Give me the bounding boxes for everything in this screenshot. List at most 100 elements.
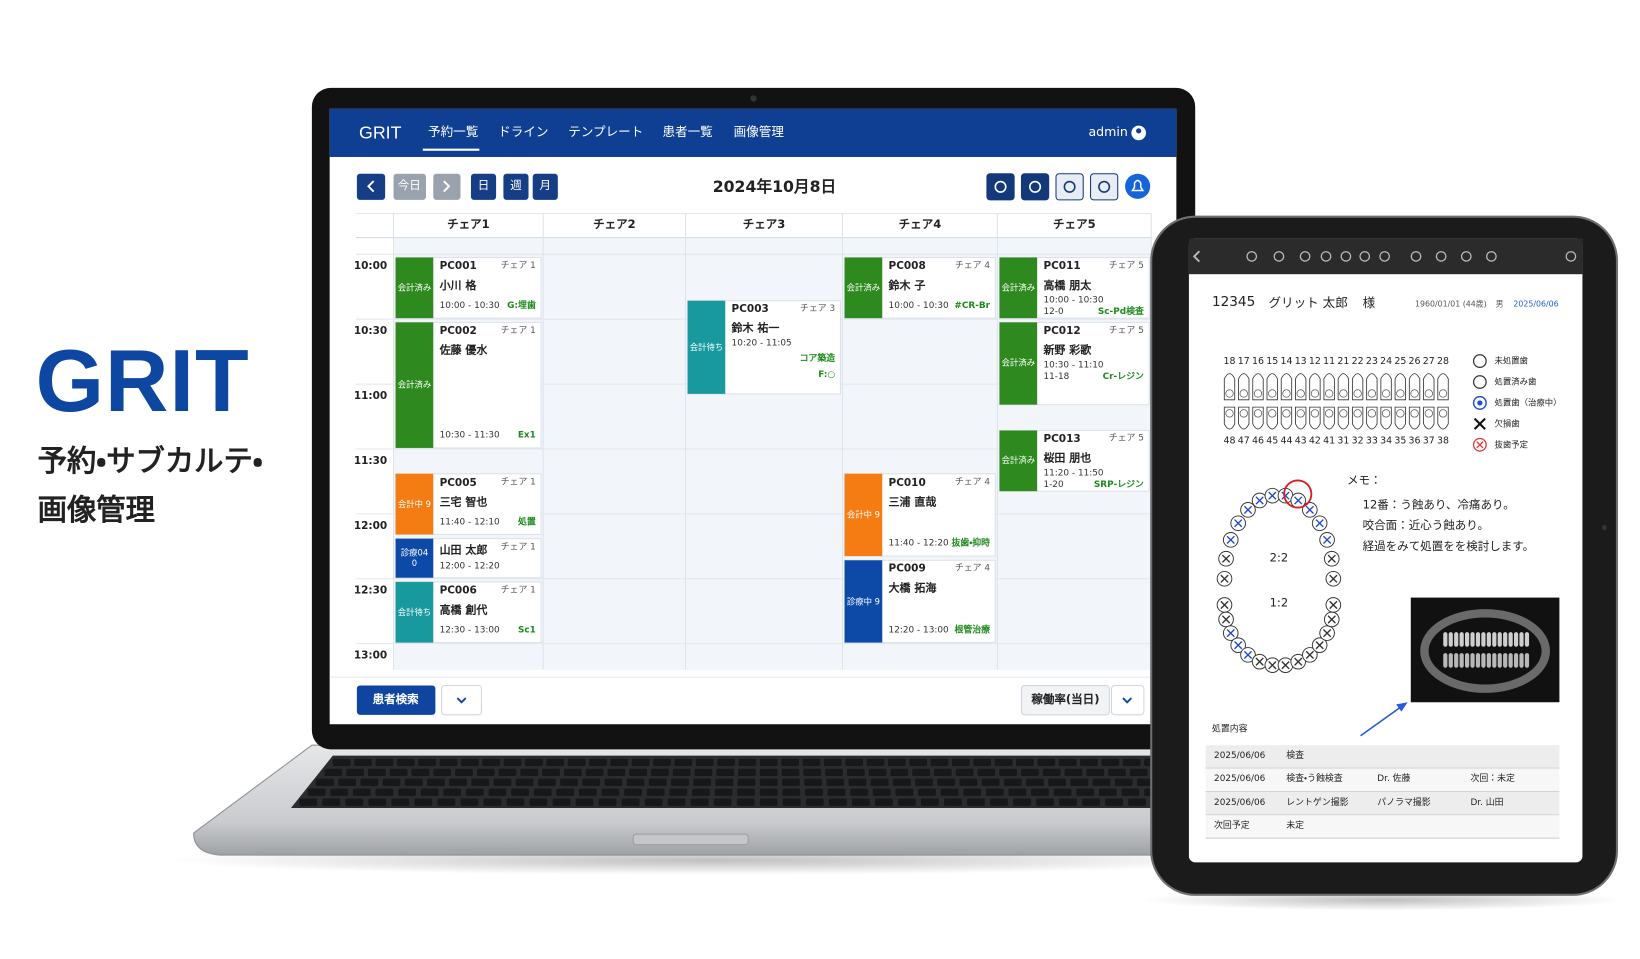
rate-button[interactable] [1020,684,1110,716]
search-label[interactable]: 患者検索 [372,692,419,707]
toolbar-icon[interactable] [1273,251,1285,262]
today-button[interactable] [393,173,426,200]
tooth-crown [1310,389,1320,398]
status-label: 会計済み [1001,283,1036,293]
toolbar-icon[interactable] [1320,251,1332,262]
key [951,758,970,767]
key [367,768,386,777]
key [868,768,887,777]
key [1114,778,1133,786]
key [316,778,334,786]
key [759,798,778,806]
tool-icon-button[interactable] [1020,173,1050,201]
toolbar-icon[interactable] [1486,251,1497,262]
arch-tooth-mark [1243,505,1253,514]
appointment-time: 10:00 - 10:30 [1043,295,1104,306]
tooth [1380,406,1392,430]
nav-item[interactable]: 予約一覧 [428,124,479,140]
view-button[interactable] [503,173,529,200]
toolbar-icon[interactable] [1460,251,1472,262]
nav-item[interactable]: ドライン [498,124,549,140]
appointment-note: 1-20 [1043,479,1064,491]
toolbar-icon[interactable] [1246,251,1258,262]
key [375,758,394,767]
key [460,798,479,806]
arch-tooth-mark [1315,641,1324,650]
appointment-id: PC008 [888,260,926,273]
tooth-number: 38 [1437,436,1450,447]
key [515,778,534,786]
toolbar-icon[interactable] [1359,251,1371,262]
nav-item[interactable]: 患者一覧 [662,124,713,140]
key [1122,758,1141,767]
view-label[interactable]: 月 [539,178,552,193]
treatment-tag: Sc1 [517,624,536,636]
status-label: 診療04 0 [400,548,429,568]
toolbar-icon[interactable] [1565,251,1577,262]
key [915,778,933,786]
key [890,768,909,777]
toolbar-icon[interactable] [1435,251,1447,262]
tooth-number: 14 [1280,356,1293,368]
key [1098,788,1117,796]
next-button[interactable] [433,173,461,200]
nav-item[interactable]: 画像管理 [733,124,784,140]
tooth-crown [1268,389,1277,398]
status-badge [999,257,1038,319]
table-cell: 次回：未定 [1470,773,1515,785]
today-label[interactable]: 今日 [397,178,421,193]
xray-tooth [1486,632,1491,647]
key [737,778,756,786]
key [909,758,928,767]
patient-name: グリット 太郎 [1268,295,1348,310]
key [601,788,620,796]
toolbar-icon[interactable] [1340,251,1352,262]
xray-tooth [1497,632,1502,647]
key [299,798,318,806]
key [1008,788,1027,796]
key [443,788,462,796]
key [714,788,733,796]
toolbar-icon[interactable] [1379,251,1390,262]
pointer-arrow [1360,703,1405,737]
patient-sex: 男 [1495,298,1504,309]
toolbar-icon[interactable] [1410,251,1422,262]
tooth-crown [1396,409,1405,418]
prev-button[interactable] [356,173,386,200]
key [455,768,473,777]
tooth-number: 34 [1380,436,1393,447]
key [420,788,439,796]
patient-name: 小川 格 [439,279,477,292]
key [427,778,445,786]
dropdown-button[interactable] [441,684,482,716]
view-label[interactable]: 日 [477,178,490,193]
rate-label[interactable]: 稼働率(当日) [1031,692,1100,707]
tool-icon-button[interactable] [986,173,1015,201]
view-button[interactable] [532,173,558,200]
appointment-id: PC013 [1043,433,1081,446]
time-label: 10:30 [353,325,388,338]
notification-button[interactable] [1125,173,1151,199]
tool-icon-button[interactable] [1055,173,1084,201]
toolbar-icon[interactable] [1299,251,1311,262]
status-label: 会計済み [1001,358,1036,369]
xray-jaw [1420,609,1550,693]
dropdown-button[interactable] [1110,684,1145,716]
table-cell: レントゲン撮影 [1286,797,1349,808]
patient-name: 佐藤 優水 [439,344,488,357]
brand-title: GRIT [35,331,250,430]
nav-item[interactable]: テンプレート [568,124,644,140]
tool-icon-button[interactable] [1090,173,1119,201]
key [892,778,911,786]
key [959,778,978,786]
key [465,788,484,796]
appointment-id: PC005 [439,477,477,489]
search-button[interactable] [356,685,436,715]
key [375,788,394,796]
patient-suffix: 様 [1362,295,1376,310]
legend-icon [1472,437,1487,452]
view-button[interactable] [470,173,497,200]
tooth [1323,373,1335,401]
view-label[interactable]: 週 [510,178,522,193]
patient-name: 高橋 朋太 [1043,279,1092,292]
